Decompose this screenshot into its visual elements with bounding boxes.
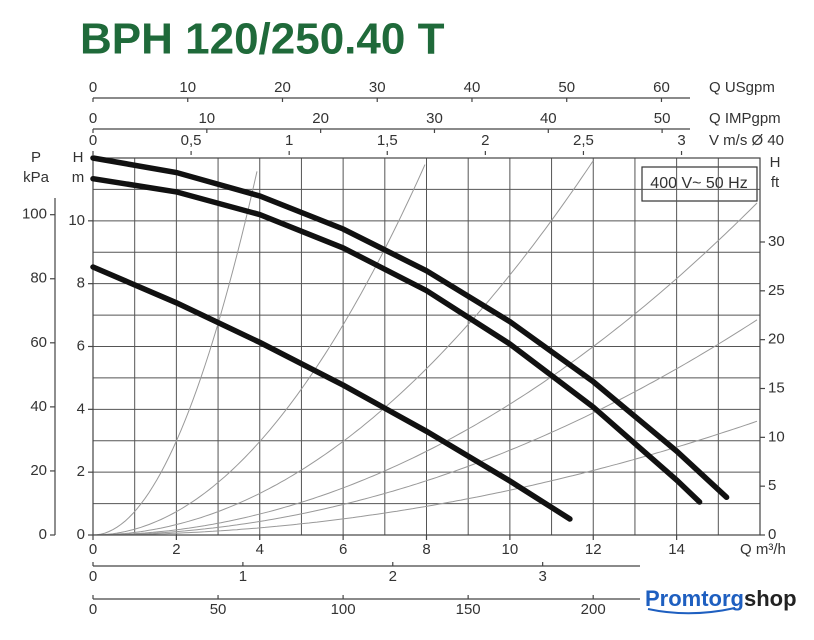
pump-curve (90, 175, 703, 505)
top-tick-label: 3 (677, 132, 685, 149)
top-tick-label: 50 (654, 110, 671, 127)
pressure-tick-label: 100 (22, 206, 47, 223)
y2-axis-title: H (770, 154, 781, 171)
x-axis-title: Q m³/h (740, 541, 786, 558)
top-tick-label: 0 (89, 79, 97, 96)
top-tick-label: 1 (285, 132, 293, 149)
y2-axis-title: ft (771, 174, 780, 191)
system-curve (93, 160, 594, 536)
y-tick-label: 4 (77, 400, 85, 417)
top-tick-label: 40 (464, 79, 481, 96)
pressure-axis-title: kPa (23, 169, 50, 186)
pressure-axis-title: P (31, 149, 41, 166)
x-tick-label: 8 (422, 541, 430, 558)
top-tick-label: 2,5 (573, 132, 594, 149)
y-axis-title: H (73, 149, 84, 166)
system-curve (93, 202, 758, 536)
y2-tick-label: 15 (768, 379, 785, 396)
pressure-tick-label: 0 (39, 526, 47, 543)
pressure-tick-label: 60 (30, 334, 47, 351)
x-tick-label: 6 (339, 541, 347, 558)
top-axis-title: Q USgpm (709, 79, 775, 96)
top-tick-label: 2 (481, 132, 489, 149)
annotation-box (641, 166, 758, 202)
top-tick-label: 10 (179, 79, 196, 96)
top-tick-label: 50 (558, 79, 575, 96)
y-tick-label: 6 (77, 337, 85, 354)
bottom-tick-label: 100 (331, 601, 356, 618)
x-tick-label: 4 (256, 541, 264, 558)
top-tick-label: 30 (369, 79, 386, 96)
y2-tick-label: 10 (768, 428, 785, 445)
bottom-tick-label: 50 (210, 601, 227, 618)
pump-curve (90, 264, 573, 522)
bottom-tick-label: 200 (581, 601, 606, 618)
y-tick-label: 2 (77, 463, 85, 480)
pressure-tick-label: 40 (30, 398, 47, 415)
y-axis-title: m (72, 169, 85, 186)
x-tick-label: 10 (502, 541, 519, 558)
y2-tick-label: 20 (768, 331, 785, 348)
chart-title: BPH 120/250.40 T (80, 15, 445, 64)
top-tick-label: 0 (89, 110, 97, 127)
top-tick-label: 1,5 (377, 132, 398, 149)
bottom-tick-label: 2 (389, 568, 397, 585)
y2-tick-label: 30 (768, 233, 785, 250)
top-tick-label: 0 (89, 132, 97, 149)
y2-tick-label: 5 (768, 477, 776, 494)
logo: Promtorgshop (645, 586, 797, 611)
top-tick-label: 20 (312, 110, 329, 127)
bottom-tick-label: 1 (239, 568, 247, 585)
top-tick-label: 40 (540, 110, 557, 127)
y2-tick-label: 25 (768, 282, 785, 299)
annotation: 400 V~ 50 Hz (650, 175, 747, 192)
bottom-tick-label: 150 (456, 601, 481, 618)
system-curve (92, 164, 426, 536)
bottom-tick-label: 3 (538, 568, 546, 585)
x-tick-label: 0 (89, 541, 97, 558)
system-curve (92, 171, 258, 536)
top-tick-label: 20 (274, 79, 291, 96)
y-tick-label: 0 (77, 526, 85, 543)
bottom-tick-label: 0 (89, 568, 97, 585)
top-tick-label: 60 (653, 79, 670, 96)
system-curve (93, 319, 758, 536)
y-tick-label: 8 (77, 275, 85, 292)
top-axis-title: Q IMPgpm (709, 110, 781, 127)
top-axis-title: V m/s Ø 40 (709, 132, 784, 149)
logo-part: Promtorg (645, 586, 744, 611)
x-tick-label: 14 (668, 541, 685, 558)
bottom-tick-label: 0 (89, 601, 97, 618)
pressure-tick-label: 80 (30, 270, 47, 287)
top-tick-label: 0,5 (181, 132, 202, 149)
logo-part: shop (744, 586, 797, 611)
pressure-tick-label: 20 (30, 462, 47, 479)
x-tick-label: 2 (172, 541, 180, 558)
pump-curve (90, 155, 730, 501)
top-tick-label: 10 (198, 110, 215, 127)
y-tick-label: 10 (68, 212, 85, 229)
logo-swoosh (647, 607, 736, 615)
y2-tick-label: 0 (768, 526, 776, 543)
x-tick-label: 12 (585, 541, 602, 558)
top-tick-label: 30 (426, 110, 443, 127)
